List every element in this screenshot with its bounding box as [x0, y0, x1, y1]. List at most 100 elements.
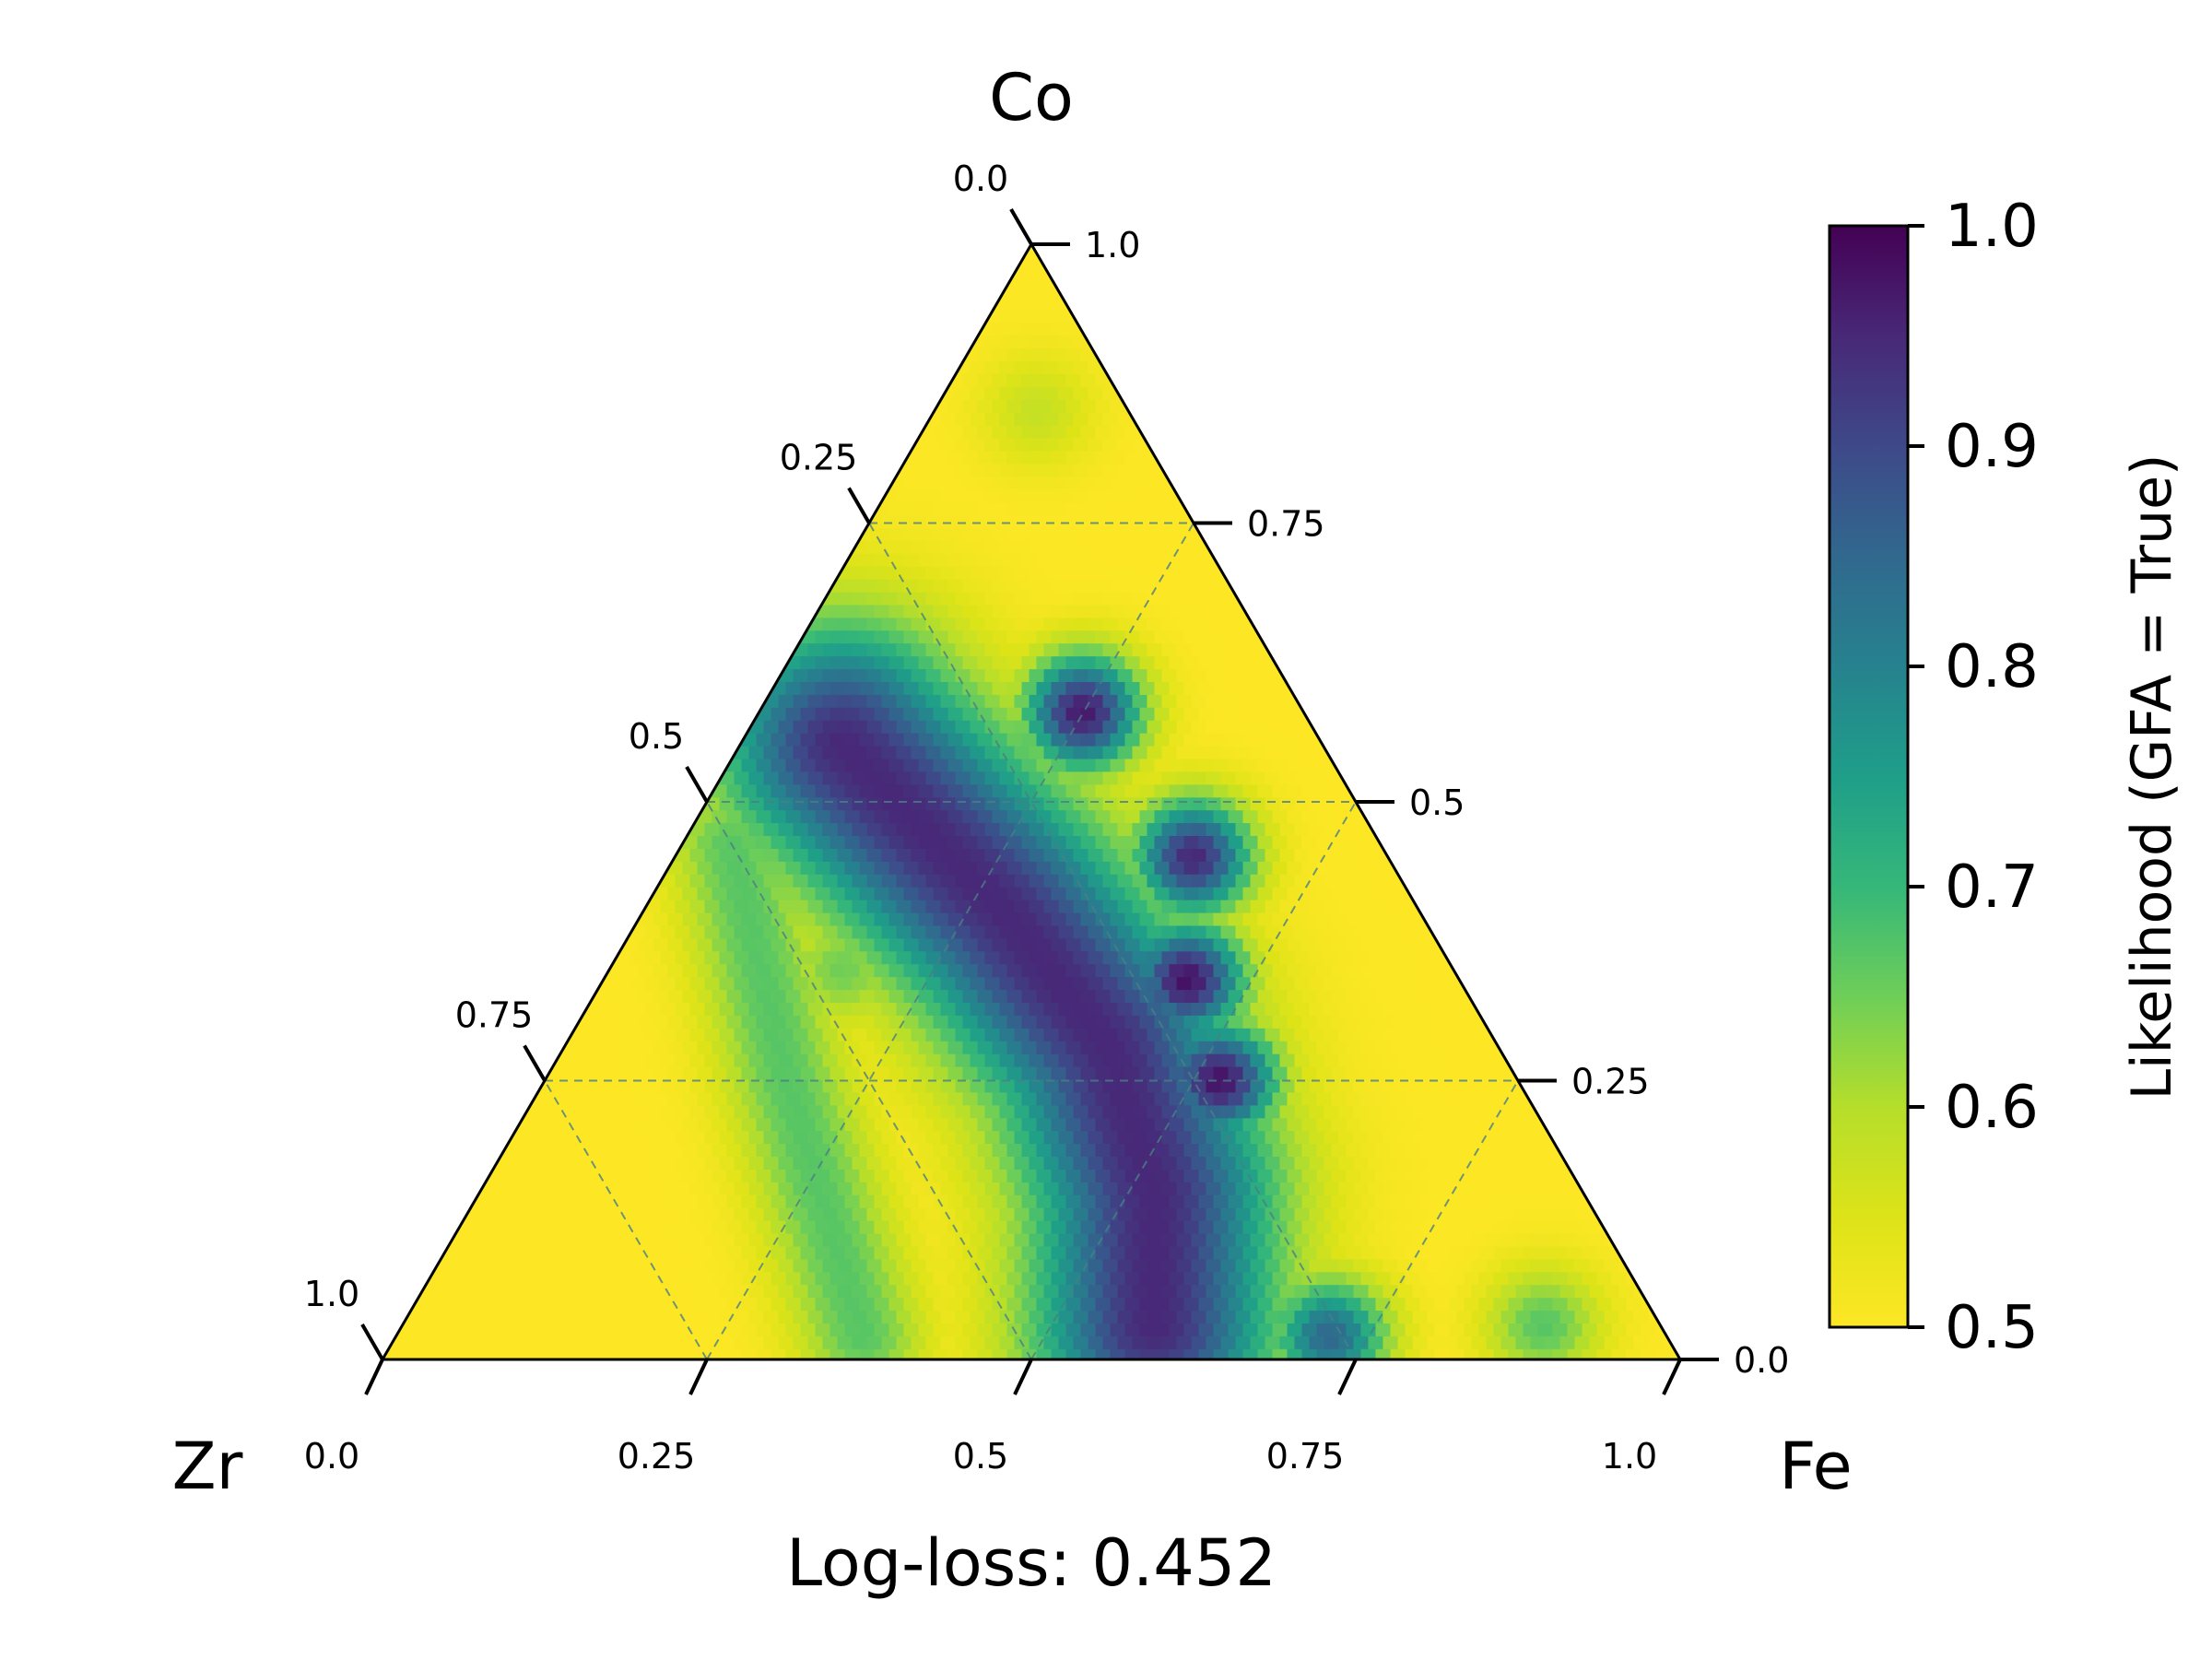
field-cell [1176, 849, 1193, 864]
field-cell [837, 386, 853, 402]
field-cell [1596, 399, 1613, 415]
field-cell [748, 849, 765, 864]
field-cell [977, 502, 994, 517]
field-cell [1124, 759, 1141, 773]
field-cell [1095, 707, 1112, 723]
field-cell [697, 297, 713, 312]
field-cell [800, 733, 817, 748]
field-cell [1117, 669, 1134, 684]
field-cell [1360, 682, 1377, 697]
field-cell [1382, 244, 1399, 248]
field-cell [859, 579, 876, 594]
field-cell [616, 566, 632, 582]
field-cell [1589, 797, 1606, 812]
field-cell [1663, 310, 1679, 324]
field-cell [520, 399, 536, 415]
field-cell [424, 874, 441, 889]
field-cell [874, 528, 890, 543]
field-cell [1198, 323, 1215, 337]
field-cell [1309, 412, 1325, 428]
field-cell [822, 284, 839, 299]
field-cell [1228, 682, 1244, 697]
field-cell [1036, 553, 1053, 569]
field-cell [564, 528, 581, 543]
field-cell [535, 399, 551, 415]
field-cell [947, 451, 964, 465]
field-cell [505, 605, 522, 619]
field-cell [1021, 502, 1038, 517]
field-cell [925, 284, 942, 299]
field-cell [1670, 861, 1680, 877]
field-cell [446, 605, 463, 619]
field-cell [387, 399, 404, 415]
field-cell [1405, 733, 1421, 748]
field-cell [1147, 244, 1163, 248]
field-cell [1464, 528, 1480, 543]
field-cell [1582, 451, 1598, 465]
field-cell [771, 861, 787, 877]
field-cell [1552, 502, 1569, 517]
field-cell [815, 399, 831, 415]
field-cell [1574, 771, 1591, 786]
field-cell [1589, 669, 1606, 684]
field-cell [748, 592, 765, 606]
field-cell [1301, 656, 1318, 671]
field-cell [689, 746, 706, 760]
field-cell [564, 348, 581, 363]
field-cell [1368, 540, 1384, 556]
field-cell [1382, 515, 1399, 530]
field-cell [1353, 244, 1370, 248]
field-cell [741, 477, 758, 491]
field-cell [1611, 373, 1628, 389]
field-cell [1641, 502, 1657, 517]
field-cell [1397, 823, 1414, 838]
field-cell [1353, 849, 1370, 864]
field-cell [1324, 464, 1340, 478]
field-cell [542, 386, 559, 402]
field-cell [748, 361, 765, 376]
field-cell [1058, 720, 1075, 735]
field-cell [896, 592, 912, 606]
field-cell [844, 707, 861, 723]
field-cell [1500, 669, 1517, 684]
field-cell [660, 540, 677, 556]
field-cell [999, 540, 1016, 556]
field-cell [1611, 245, 1628, 261]
field-cell [1456, 489, 1473, 504]
field-cell [564, 605, 581, 619]
field-cell [1515, 489, 1532, 504]
field-cell [616, 464, 632, 478]
field-cell [1589, 284, 1606, 299]
field-cell [925, 643, 942, 658]
field-cell [1073, 592, 1089, 606]
field-cell [1382, 258, 1399, 273]
field-cell [748, 540, 765, 556]
field-cell [394, 849, 411, 864]
field-cell [1648, 361, 1665, 376]
field-cell [1604, 464, 1620, 478]
field-cell [1618, 515, 1635, 530]
field-cell [586, 258, 603, 273]
field-cell [1604, 258, 1620, 273]
field-cell [1582, 784, 1598, 799]
field-cell [1508, 271, 1524, 286]
field-cell [1309, 771, 1325, 786]
field-cell [947, 323, 964, 337]
field-cell [623, 245, 640, 261]
field-cell [1176, 412, 1193, 428]
field-cell [1198, 502, 1215, 517]
field-cell [505, 836, 522, 851]
field-cell [586, 244, 603, 248]
field-cell [645, 489, 662, 504]
field-cell [778, 310, 794, 324]
field-cell [512, 720, 529, 735]
field-cell [564, 912, 581, 927]
field-cell [830, 707, 846, 723]
field-cell [1434, 245, 1451, 261]
field-cell [1449, 682, 1465, 697]
field-cell [830, 630, 846, 645]
field-cell [1191, 669, 1207, 684]
field-cell [741, 759, 758, 773]
field-cell [461, 553, 477, 569]
field-cell [601, 643, 618, 658]
